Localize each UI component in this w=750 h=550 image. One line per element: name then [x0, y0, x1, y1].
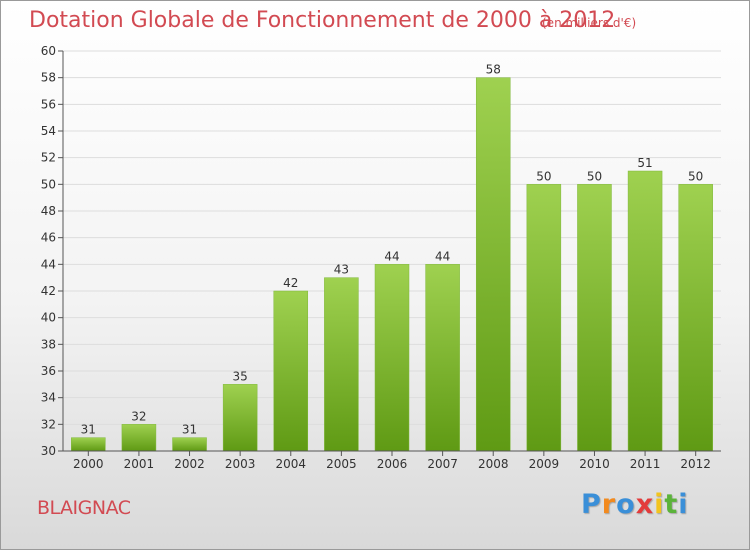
bar-2011: [627, 170, 663, 452]
x-tick-label: 2007: [427, 457, 458, 471]
y-tick-label: 46: [41, 231, 56, 245]
data-label-2009: 50: [536, 169, 551, 183]
bar-2002: [172, 437, 207, 452]
y-tick-label: 58: [41, 71, 56, 85]
logo-letter: o: [616, 489, 636, 520]
bars: 31 32 31 35 42 43 44 44 58 50 50 51 50: [71, 63, 713, 452]
y-tick-label: 52: [41, 151, 56, 165]
y-tick-label: 40: [41, 311, 56, 325]
bar-2005: [324, 277, 359, 452]
x-tick-label: 2011: [630, 457, 661, 471]
x-tick-label: 2010: [579, 457, 610, 471]
bar-2008: [475, 77, 511, 452]
x-tick-label: 2012: [680, 457, 711, 471]
x-tick-label: 2005: [326, 457, 357, 471]
data-label-2000: 31: [81, 423, 96, 437]
logo-letter: i: [654, 489, 665, 520]
x-tick-label: 2003: [225, 457, 256, 471]
data-label-2002: 31: [182, 423, 197, 437]
bar-2006: [374, 264, 410, 452]
data-label-2012: 50: [688, 169, 703, 183]
x-tick-label: 2009: [529, 457, 560, 471]
y-tick-label: 60: [41, 44, 56, 58]
logo-letter: r: [601, 489, 617, 520]
logo-letter: P: [581, 489, 602, 520]
y-tick-label: 42: [41, 284, 56, 298]
y-tick-label: 36: [41, 364, 56, 378]
bar-2012: [678, 184, 713, 452]
data-label-2005: 43: [334, 263, 349, 277]
bar-2009: [526, 184, 562, 452]
y-tick-label: 34: [41, 391, 56, 405]
axes: 30 32 34 36 38 40 42 44 46 48 50 52 54 56 58 60 2000 2001…: [41, 44, 721, 471]
bar-2001: [121, 424, 157, 452]
bar-2010: [577, 184, 612, 452]
bar-2000: [71, 437, 106, 452]
y-tick-label: 38: [41, 337, 56, 351]
x-tick-label: 2006: [377, 457, 408, 471]
bar-2003: [222, 384, 258, 452]
x-tick-label: 2001: [124, 457, 155, 471]
bar-2004: [273, 290, 309, 452]
logo-letter: i: [678, 489, 689, 520]
commune-name: BLAIGNAC: [37, 497, 131, 519]
y-tick-label: 30: [41, 444, 56, 458]
y-tick-label: 44: [41, 257, 56, 271]
logo-letter: x: [635, 489, 655, 520]
data-label-2011: 51: [637, 156, 652, 170]
chart-title: Dotation Globale de Fonctionnement de 20…: [29, 8, 616, 33]
x-tick-label: 2002: [174, 457, 205, 471]
x-tick-label: 2004: [275, 457, 306, 471]
data-label-2007: 44: [435, 249, 450, 263]
x-tick-label: 2000: [73, 457, 104, 471]
y-tick-label: 50: [41, 177, 56, 191]
y-tick-label: 54: [41, 124, 56, 138]
data-label-2001: 32: [131, 409, 146, 423]
bar-2007: [425, 264, 460, 452]
data-label-2004: 42: [283, 276, 298, 290]
y-tick-label: 48: [41, 204, 56, 218]
data-label-2006: 44: [384, 249, 399, 263]
x-tick-label: 2008: [478, 457, 509, 471]
y-tick-label: 56: [41, 97, 56, 111]
chart-subtitle: (en milliers d'€): [542, 16, 637, 30]
data-label-2008: 58: [486, 63, 501, 77]
data-label-2010: 50: [587, 169, 602, 183]
y-tick-label: 32: [41, 417, 56, 431]
proxiti-logo: Proxiti: [581, 489, 689, 520]
logo-letter: t: [664, 489, 679, 520]
data-label-2003: 35: [233, 369, 248, 383]
